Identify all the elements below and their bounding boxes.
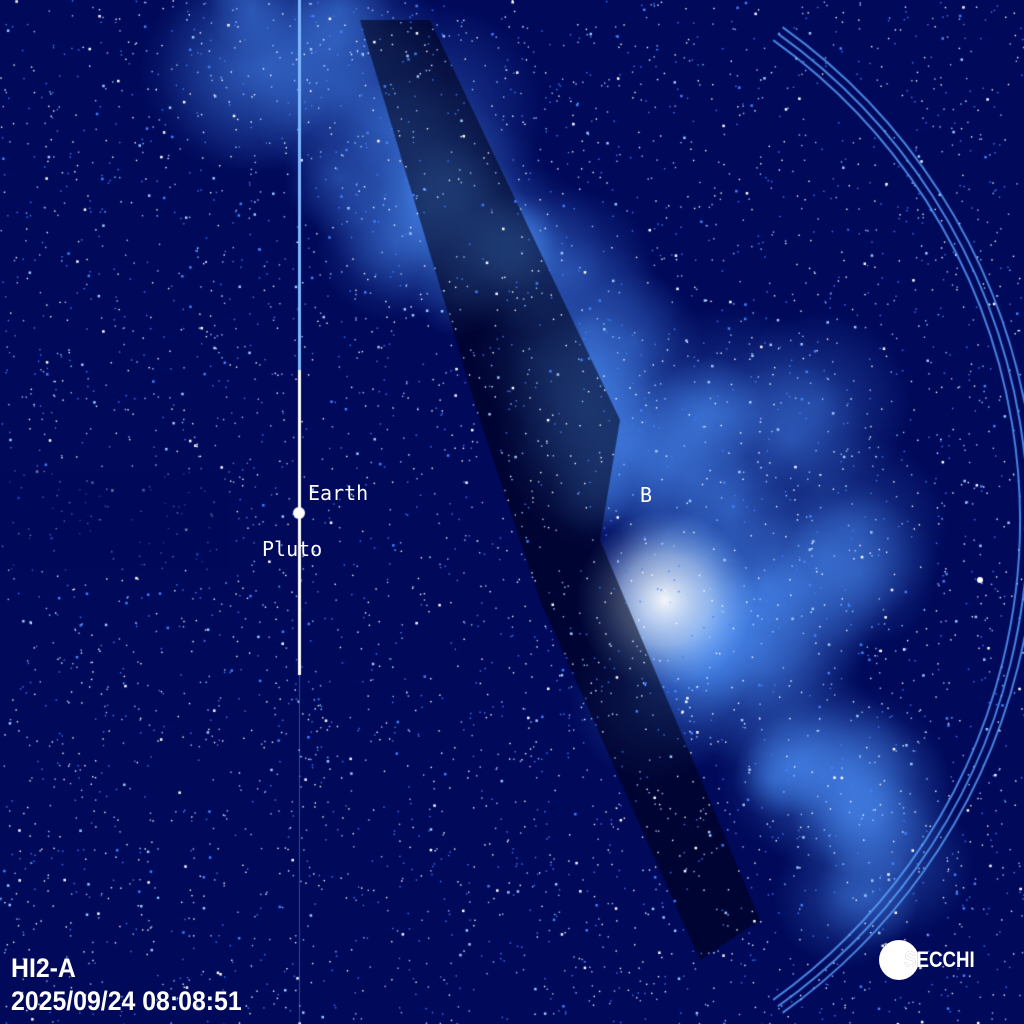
secchi-logo-disc	[879, 940, 919, 980]
timestamp-label: 2025/09/24 08:08:51	[11, 986, 242, 1016]
b-label: B	[640, 483, 653, 507]
secchi-logo: SECCHI	[879, 938, 999, 982]
instrument-label: HI2-A	[11, 953, 76, 983]
secchi-logo-text: SECCHI	[904, 947, 975, 972]
earth-label: Earth	[308, 481, 369, 505]
pluto-label: Pluto	[262, 537, 323, 561]
